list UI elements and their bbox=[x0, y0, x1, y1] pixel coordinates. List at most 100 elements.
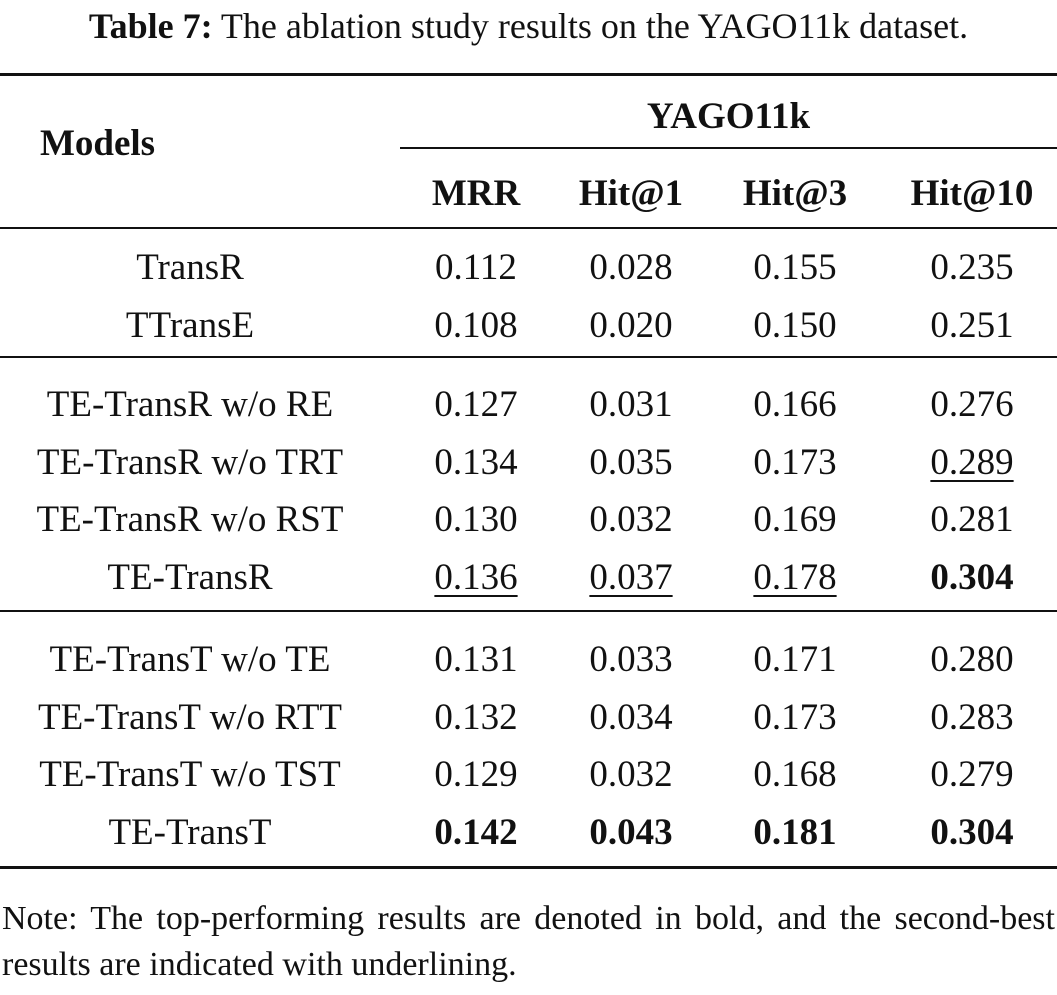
value-text: 0.031 bbox=[589, 384, 673, 425]
value-cell: 0.181 bbox=[715, 811, 875, 855]
value-text: 0.155 bbox=[753, 247, 837, 288]
value-text: 0.037 bbox=[589, 556, 673, 598]
value-cell: 0.129 bbox=[396, 753, 556, 797]
value-text: 0.235 bbox=[930, 247, 1014, 288]
value-cell: 0.112 bbox=[396, 246, 556, 290]
value-cell: 0.037 bbox=[551, 556, 711, 600]
bottom-rule bbox=[0, 866, 1057, 869]
header-rule bbox=[0, 227, 1057, 229]
dataset-rule bbox=[400, 147, 1057, 149]
value-text: 0.142 bbox=[434, 811, 518, 853]
dataset-header: YAGO11k bbox=[646, 96, 811, 137]
value-cell: 0.034 bbox=[551, 696, 711, 740]
value-text: 0.166 bbox=[753, 384, 837, 425]
value-text: 0.129 bbox=[434, 754, 518, 795]
value-cell: 0.178 bbox=[715, 556, 875, 600]
value-cell: 0.028 bbox=[551, 246, 711, 290]
table-caption: Table 7: The ablation study results on t… bbox=[0, 6, 1057, 46]
value-cell: 0.171 bbox=[715, 638, 875, 682]
top-rule bbox=[0, 73, 1057, 76]
value-cell: 0.033 bbox=[551, 638, 711, 682]
models-header: Models bbox=[39, 123, 156, 164]
value-cell: 0.043 bbox=[551, 811, 711, 855]
value-cell: 0.279 bbox=[892, 753, 1052, 797]
value-cell: 0.166 bbox=[715, 383, 875, 427]
value-cell: 0.131 bbox=[396, 638, 556, 682]
value-cell: 0.283 bbox=[892, 696, 1052, 740]
value-cell: 0.289 bbox=[892, 441, 1052, 485]
metric-header-hit-at-3: Hit@3 bbox=[742, 173, 848, 214]
value-text: 0.168 bbox=[753, 754, 837, 795]
value-text: 0.276 bbox=[930, 384, 1014, 425]
value-cell: 0.155 bbox=[715, 246, 875, 290]
value-text: 0.171 bbox=[753, 639, 837, 680]
model-name-cell: TE-TransR w/o TRT bbox=[36, 441, 344, 483]
value-text: 0.112 bbox=[435, 247, 517, 288]
value-cell: 0.251 bbox=[892, 304, 1052, 348]
value-cell: 0.169 bbox=[715, 498, 875, 542]
model-name-cell: TransR bbox=[136, 247, 244, 288]
model-name-cell: TE-TransR bbox=[107, 556, 273, 598]
model-name-cell: TE-TransT w/o RTT bbox=[37, 696, 343, 738]
value-cell: 0.173 bbox=[715, 696, 875, 740]
value-text: 0.028 bbox=[589, 247, 673, 288]
model-name-cell: TE-TransT w/o TST bbox=[39, 754, 341, 795]
value-text: 0.169 bbox=[753, 499, 837, 540]
table-note: Note: The top-performing results are den… bbox=[2, 900, 1055, 983]
value-cell: 0.173 bbox=[715, 441, 875, 485]
value-text: 0.134 bbox=[434, 441, 518, 483]
value-cell: 0.150 bbox=[715, 304, 875, 348]
value-text: 0.304 bbox=[930, 556, 1014, 598]
value-cell: 0.127 bbox=[396, 383, 556, 427]
value-text: 0.281 bbox=[930, 499, 1014, 540]
value-text: 0.251 bbox=[930, 304, 1014, 346]
value-cell: 0.142 bbox=[396, 811, 556, 855]
value-text: 0.136 bbox=[434, 556, 518, 598]
value-cell: 0.020 bbox=[551, 304, 711, 348]
value-text: 0.108 bbox=[434, 304, 518, 346]
value-text: 0.033 bbox=[589, 639, 673, 680]
value-cell: 0.168 bbox=[715, 753, 875, 797]
value-cell: 0.304 bbox=[892, 556, 1052, 600]
value-text: 0.032 bbox=[589, 499, 673, 540]
value-cell: 0.304 bbox=[892, 811, 1052, 855]
value-text: 0.043 bbox=[589, 811, 673, 853]
caption-label: Table 7: bbox=[88, 6, 213, 46]
value-text: 0.032 bbox=[589, 754, 673, 795]
value-cell: 0.032 bbox=[551, 753, 711, 797]
model-name-cell: TE-TransT bbox=[108, 811, 272, 853]
value-text: 0.181 bbox=[753, 811, 837, 853]
value-text: 0.132 bbox=[434, 696, 518, 738]
value-text: 0.034 bbox=[589, 696, 673, 738]
model-name-cell: TTransE bbox=[125, 304, 255, 346]
metric-header-hit-at-1: Hit@1 bbox=[578, 173, 684, 214]
group-separator-rule bbox=[0, 356, 1057, 358]
metric-header-mrr: MRR bbox=[431, 173, 521, 214]
value-cell: 0.280 bbox=[892, 638, 1052, 682]
value-text: 0.173 bbox=[753, 696, 837, 738]
value-cell: 0.130 bbox=[396, 498, 556, 542]
value-text: 0.279 bbox=[930, 754, 1014, 795]
value-text: 0.127 bbox=[434, 384, 518, 425]
caption-text: The ablation study results on the YAGO11… bbox=[212, 6, 969, 46]
model-name-cell: TE-TransT w/o TE bbox=[49, 639, 331, 680]
value-text: 0.131 bbox=[434, 639, 518, 680]
value-cell: 0.276 bbox=[892, 383, 1052, 427]
value-text: 0.280 bbox=[930, 639, 1014, 680]
group-separator-rule bbox=[0, 610, 1057, 612]
value-text: 0.289 bbox=[930, 441, 1014, 483]
value-text: 0.020 bbox=[589, 304, 673, 346]
model-name-cell: TE-TransR w/o RE bbox=[46, 384, 334, 425]
value-cell: 0.032 bbox=[551, 498, 711, 542]
model-name-cell: TE-TransR w/o RST bbox=[36, 499, 344, 540]
value-text: 0.035 bbox=[589, 441, 673, 483]
value-cell: 0.132 bbox=[396, 696, 556, 740]
metric-header-hit-at-10: Hit@10 bbox=[910, 173, 1034, 214]
value-cell: 0.031 bbox=[551, 383, 711, 427]
value-cell: 0.136 bbox=[396, 556, 556, 600]
value-cell: 0.235 bbox=[892, 246, 1052, 290]
value-text: 0.178 bbox=[753, 556, 837, 598]
value-text: 0.304 bbox=[930, 811, 1014, 853]
value-cell: 0.134 bbox=[396, 441, 556, 485]
value-text: 0.283 bbox=[930, 696, 1014, 738]
